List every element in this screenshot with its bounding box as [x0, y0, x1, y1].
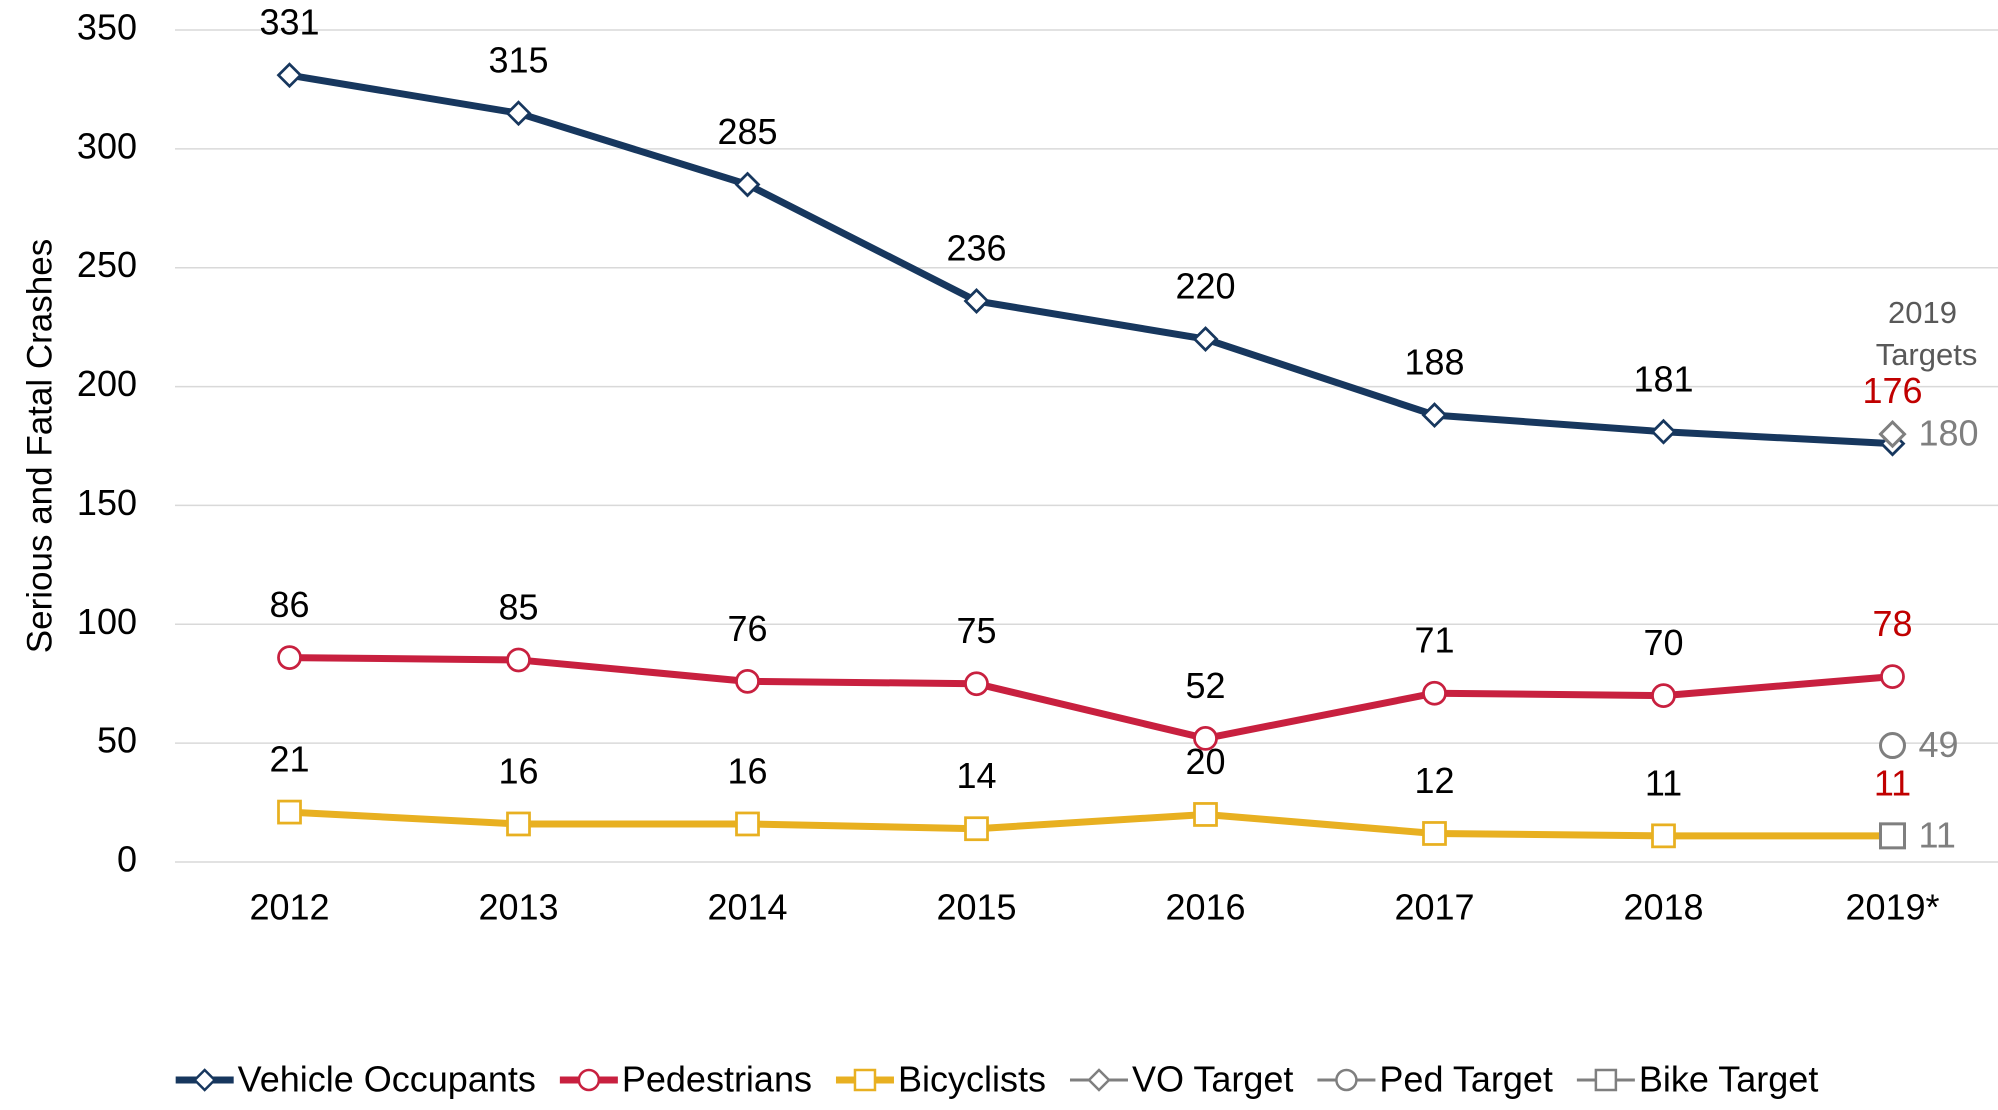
marker	[853, 1068, 877, 1092]
y-tick-label: 100	[77, 601, 137, 642]
data-label: 16	[727, 750, 767, 791]
legend-label: Bicyclists	[898, 1059, 1046, 1100]
y-tick-label: 300	[77, 125, 137, 166]
marker	[1650, 418, 1677, 445]
marker	[1421, 402, 1448, 429]
marker	[1594, 1068, 1618, 1092]
legend-label: Ped Target	[1379, 1059, 1552, 1100]
marker	[1651, 683, 1676, 708]
marker	[964, 671, 989, 697]
marker	[1880, 664, 1905, 689]
data-label: 285	[717, 111, 777, 152]
marker	[734, 171, 761, 198]
marker	[963, 288, 990, 314]
marker	[1422, 821, 1447, 846]
y-tick-label: 0	[117, 839, 137, 880]
marker	[1193, 726, 1218, 751]
marker	[276, 62, 303, 89]
data-label: 315	[488, 40, 548, 81]
marker	[1193, 802, 1218, 827]
marker	[1422, 680, 1447, 706]
data-label: 52	[1185, 665, 1225, 706]
marker	[735, 811, 760, 837]
target-label: 180	[1919, 413, 1979, 454]
data-label: 71	[1414, 620, 1454, 661]
data-label: 14	[956, 755, 996, 796]
x-tick-label: 2015	[936, 887, 1016, 928]
legend-label: Bike Target	[1639, 1059, 1818, 1100]
data-label: 236	[946, 228, 1006, 269]
data-label: 21	[269, 739, 309, 780]
target-label: 49	[1919, 724, 1959, 765]
marker	[1335, 1068, 1358, 1092]
data-label: 75	[956, 610, 996, 651]
y-tick-label: 200	[77, 363, 137, 404]
series-line	[288, 71, 1893, 448]
series-line	[289, 654, 1893, 742]
marker	[577, 1068, 601, 1092]
data-label: 11	[1874, 762, 1911, 803]
y-tick-label: 250	[77, 244, 137, 285]
data-label: 78	[1872, 603, 1912, 644]
marker	[192, 1068, 217, 1092]
marker	[277, 799, 302, 825]
x-tick-label: 2013	[478, 887, 558, 928]
data-label: 70	[1643, 622, 1683, 663]
y-tick-label: 50	[97, 720, 137, 761]
marker	[277, 645, 302, 670]
y-axis-label: Serious and Fatal Crashes	[20, 239, 59, 653]
marker	[1878, 419, 1907, 449]
x-tick-label: 2012	[249, 887, 329, 928]
data-label: 188	[1404, 342, 1464, 383]
marker	[1651, 823, 1676, 849]
legend: Vehicle Occupants Pedestrians Bicyclists VO…	[175, 1059, 1818, 1100]
legend-label: Pedestrians	[622, 1059, 812, 1100]
marker	[505, 100, 532, 127]
y-tick-label: 350	[77, 7, 137, 48]
data-label: 12	[1414, 760, 1454, 801]
series-line	[289, 808, 1893, 840]
marker	[735, 668, 760, 694]
x-tick-label: 2019*	[1845, 887, 1939, 928]
data-label: 76	[727, 608, 767, 649]
data-label: 86	[269, 584, 309, 625]
marker	[506, 811, 531, 837]
data-label: 16	[498, 750, 538, 791]
annotation: 2019 Targets	[1868, 295, 1978, 372]
x-tick-label: 2016	[1165, 887, 1245, 928]
y-tick-label: 150	[77, 482, 137, 523]
data-label: 181	[1633, 358, 1693, 399]
x-tick-label: 2018	[1623, 887, 1703, 928]
marker	[506, 647, 531, 673]
x-tick-label: 2017	[1394, 887, 1474, 928]
marker	[1879, 732, 1906, 760]
data-label: 176	[1862, 370, 1922, 411]
legend-label: Vehicle Occupants	[238, 1059, 536, 1100]
data-label: 220	[1175, 266, 1235, 307]
x-tick-label: 2014	[707, 887, 787, 928]
data-label: 331	[259, 2, 319, 43]
data-label: 85	[498, 586, 538, 627]
marker	[1192, 326, 1219, 352]
marker	[1879, 822, 1906, 850]
target-label: 11	[1919, 814, 1956, 855]
legend-label: VO Target	[1132, 1059, 1293, 1100]
data-label: 20	[1185, 741, 1225, 782]
marker	[1087, 1068, 1111, 1092]
data-label: 11	[1645, 762, 1682, 803]
marker	[964, 816, 989, 842]
